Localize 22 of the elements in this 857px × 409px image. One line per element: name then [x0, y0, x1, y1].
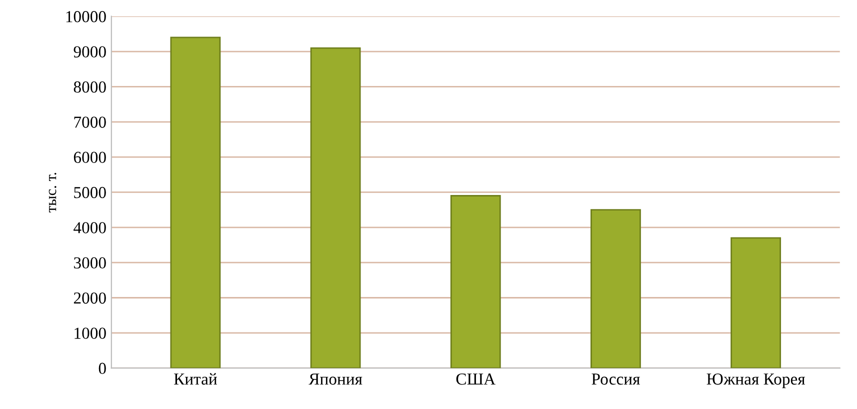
y-tick-label: 9000 [74, 46, 106, 58]
y-tick-label: 10000 [66, 11, 106, 22]
bar [310, 47, 361, 368]
y-tick-label: 4000 [74, 222, 106, 234]
x-tick-label: Южная Корея [706, 373, 806, 388]
y-axis-title: тыс. т. [48, 172, 56, 212]
x-tick-label: США [456, 373, 496, 385]
y-tick-label: 5000 [74, 186, 106, 198]
bar [170, 36, 221, 368]
y-tick-label: 3000 [74, 257, 106, 269]
bar [450, 195, 501, 368]
y-tick-label: 2000 [74, 292, 106, 304]
bar [590, 209, 641, 368]
y-tick-label: 6000 [74, 152, 106, 164]
x-tick-label: Япония [308, 374, 362, 385]
y-tick-label: 1000 [74, 328, 106, 339]
x-tick-label: Китай [174, 373, 217, 385]
x-tick-label: Россия [592, 374, 640, 385]
y-tick-label: 8000 [74, 81, 106, 93]
y-tick-label: 0 [98, 362, 106, 374]
bar [730, 237, 782, 368]
y-tick-label: 7000 [74, 116, 106, 128]
